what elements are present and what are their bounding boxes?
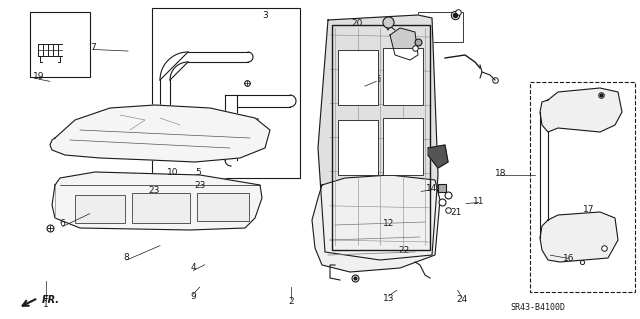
Bar (30, 12, 90, 77)
Polygon shape (318, 15, 438, 260)
Bar (338, 120, 378, 175)
Bar (383, 48, 423, 105)
Bar (332, 25, 430, 250)
Text: 20: 20 (351, 19, 363, 28)
Text: 17: 17 (583, 205, 595, 214)
Text: 7: 7 (90, 43, 95, 52)
Text: 19: 19 (33, 72, 44, 81)
Text: SR43-B4100D: SR43-B4100D (510, 303, 565, 313)
Text: FR.: FR. (42, 295, 60, 305)
Polygon shape (390, 28, 418, 60)
Text: 23: 23 (148, 186, 159, 195)
Polygon shape (540, 88, 622, 132)
Bar (197, 193, 249, 221)
Text: 11: 11 (473, 197, 484, 206)
Text: 16: 16 (563, 254, 574, 263)
Text: 5: 5 (196, 168, 201, 177)
Bar (383, 118, 423, 175)
Text: 3: 3 (263, 11, 268, 20)
Text: 22: 22 (399, 246, 410, 255)
Text: 21: 21 (450, 208, 461, 217)
Polygon shape (312, 175, 440, 272)
Bar (418, 12, 463, 42)
Text: 4: 4 (191, 263, 196, 272)
Text: 23: 23 (194, 181, 205, 190)
Text: 10: 10 (167, 168, 179, 177)
Polygon shape (540, 212, 618, 262)
Polygon shape (428, 145, 448, 168)
Polygon shape (50, 105, 270, 162)
Text: 12: 12 (383, 219, 394, 228)
Text: 9: 9 (191, 292, 196, 301)
Text: 15: 15 (371, 75, 382, 84)
Bar (75, 195, 125, 223)
Polygon shape (52, 172, 262, 230)
Text: 14: 14 (426, 184, 438, 193)
Text: 1: 1 (44, 300, 49, 309)
Bar (152, 8, 300, 178)
Text: 24: 24 (456, 295, 468, 304)
Bar (132, 193, 190, 223)
Text: 2: 2 (289, 297, 294, 306)
Text: 8: 8 (124, 253, 129, 262)
Text: 6: 6 (60, 219, 65, 228)
Bar (530, 82, 635, 292)
Bar (338, 50, 378, 105)
Text: 18: 18 (495, 169, 506, 178)
Text: 13: 13 (383, 294, 394, 303)
